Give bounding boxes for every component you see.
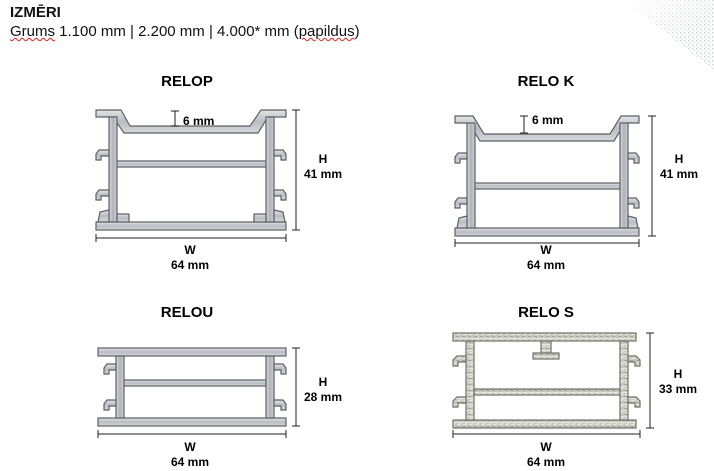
- height-letter: H: [674, 367, 683, 381]
- height-value: 41 mm: [304, 167, 342, 181]
- profile-relop: RELOP: [95, 73, 342, 272]
- profile-name: RELOU: [161, 304, 214, 321]
- width-value: 64 mm: [171, 455, 209, 469]
- profile-name: RELO K: [518, 73, 575, 90]
- height-letter: H: [319, 375, 328, 389]
- width-value: 64 mm: [171, 258, 209, 272]
- subtitle-prefix: Grums: [10, 23, 55, 40]
- profile-name: RELOP: [161, 73, 213, 90]
- page-subtitle: Grums 1.100 mm | 2.200 mm | 4.000* mm (p…: [10, 23, 360, 40]
- profile-shape: [95, 109, 287, 231]
- depth-label: 6 mm: [183, 114, 214, 128]
- height-value: 33 mm: [659, 382, 697, 396]
- profile-relou: RELOU H 28 mm W 64 mm: [97, 304, 342, 469]
- profile-relok: RELO K 6 mm H 41 mm W: [454, 73, 698, 272]
- width-letter: W: [184, 243, 196, 257]
- width-letter: W: [540, 243, 552, 257]
- corner-pattern: [624, 0, 714, 70]
- height-letter: H: [675, 152, 684, 166]
- height-value: 41 mm: [660, 167, 698, 181]
- width-value: 64 mm: [527, 455, 565, 469]
- profile-shape: [454, 115, 640, 237]
- width-letter: W: [540, 440, 552, 454]
- width-letter: W: [184, 440, 196, 454]
- width-value: 64 mm: [527, 258, 565, 272]
- depth-label: 6 mm: [532, 113, 563, 127]
- dimension-lines: [454, 115, 656, 247]
- height-value: 28 mm: [304, 390, 342, 404]
- profile-shape: [97, 347, 287, 427]
- dimension-lines: [452, 332, 654, 438]
- page-title: IZMĒRI: [10, 4, 61, 21]
- subtitle-word: papildus: [298, 23, 355, 40]
- dimension-lines: [95, 109, 300, 242]
- subtitle-rest: 1.100 mm | 2.200 mm | 4.000* mm (: [55, 23, 299, 40]
- profile-relos: RELO S H 33: [452, 304, 697, 469]
- dimension-lines: [97, 347, 300, 438]
- profile-name: RELO S: [518, 304, 574, 321]
- subtitle-end: ): [354, 23, 360, 40]
- height-letter: H: [319, 152, 328, 166]
- profile-shape: [452, 332, 641, 429]
